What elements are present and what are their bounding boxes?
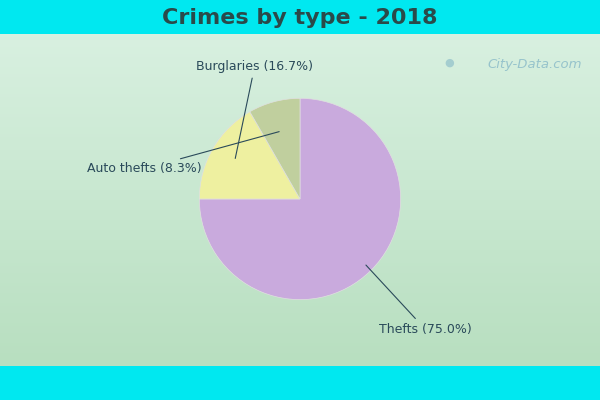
Wedge shape — [199, 98, 401, 300]
Text: City-Data.com: City-Data.com — [487, 58, 582, 71]
Text: Auto thefts (8.3%): Auto thefts (8.3%) — [86, 132, 279, 175]
Text: Crimes by type - 2018: Crimes by type - 2018 — [162, 8, 438, 28]
Wedge shape — [250, 98, 300, 199]
Text: Thefts (75.0%): Thefts (75.0%) — [366, 265, 472, 336]
Text: ●: ● — [444, 58, 454, 68]
Wedge shape — [199, 112, 300, 199]
Text: Burglaries (16.7%): Burglaries (16.7%) — [196, 60, 313, 158]
